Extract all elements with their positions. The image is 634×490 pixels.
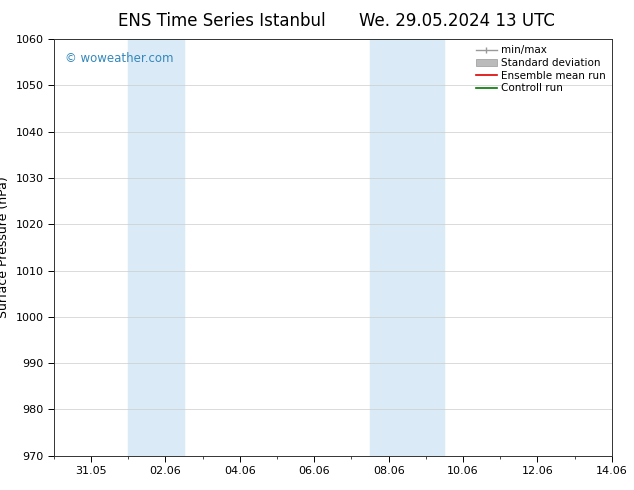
Text: We. 29.05.2024 13 UTC: We. 29.05.2024 13 UTC <box>359 12 554 30</box>
Bar <box>370 39 444 456</box>
Bar <box>128 39 184 456</box>
Y-axis label: Surface Pressure (hPa): Surface Pressure (hPa) <box>0 176 10 318</box>
Text: ENS Time Series Istanbul: ENS Time Series Istanbul <box>118 12 326 30</box>
Text: © woweather.com: © woweather.com <box>65 52 174 65</box>
Legend: min/max, Standard deviation, Ensemble mean run, Controll run: min/max, Standard deviation, Ensemble me… <box>473 42 609 97</box>
